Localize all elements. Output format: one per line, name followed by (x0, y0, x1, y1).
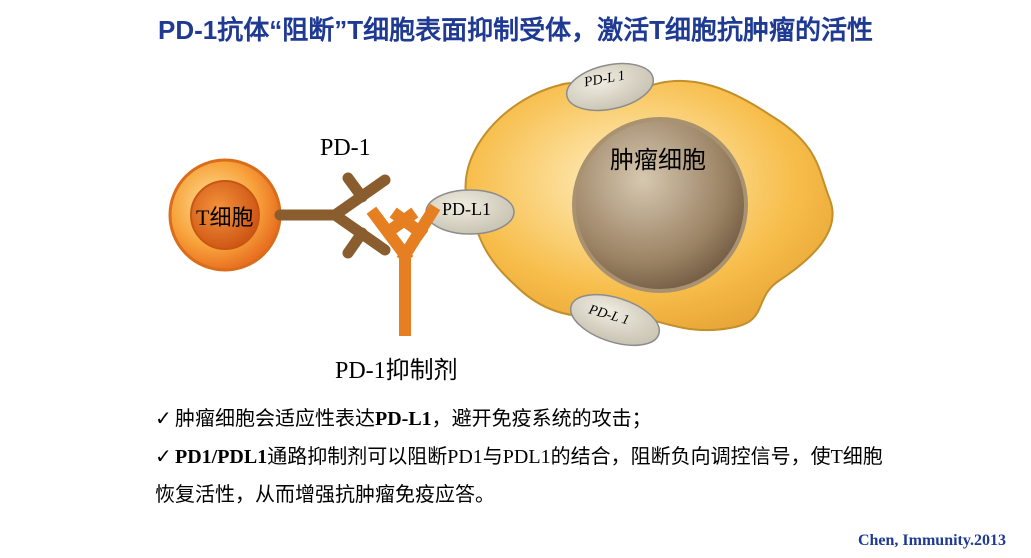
label-tumor: 肿瘤细胞 (610, 140, 706, 175)
page-title: PD-1抗体“阻断”T细胞表面抑制受体，激活T细胞抗肿瘤的活性 (0, 10, 1031, 47)
citation: Chen, Immunity.2013 (858, 532, 1006, 550)
check-icon: ✓ (155, 400, 175, 438)
label-tcell: T细胞 (196, 200, 253, 232)
bullet-1: ✓肿瘤细胞会适应性表达PD-L1，避开免疫系统的攻击； (155, 400, 895, 438)
bullet-2: ✓PD1/PDL1通路抑制剂可以阻断PD1与PDL1的结合，阻断负向调控信号，使… (155, 438, 895, 514)
bullet-list: ✓肿瘤细胞会适应性表达PD-L1，避开免疫系统的攻击； ✓PD1/PDL1通路抑… (155, 400, 895, 514)
label-pd1: PD-1 (320, 135, 371, 162)
diagram-container: PD-1 T细胞 PD-L1 PD-L 1 PD-L 1 肿瘤细胞 PD-1抑制… (130, 60, 890, 390)
check-icon: ✓ (155, 438, 175, 476)
pd1-inhibitor-icon (375, 212, 432, 330)
label-inhibitor: PD-1抑制剂 (335, 350, 458, 385)
label-pdl1-mid: PD-L1 (442, 199, 491, 220)
